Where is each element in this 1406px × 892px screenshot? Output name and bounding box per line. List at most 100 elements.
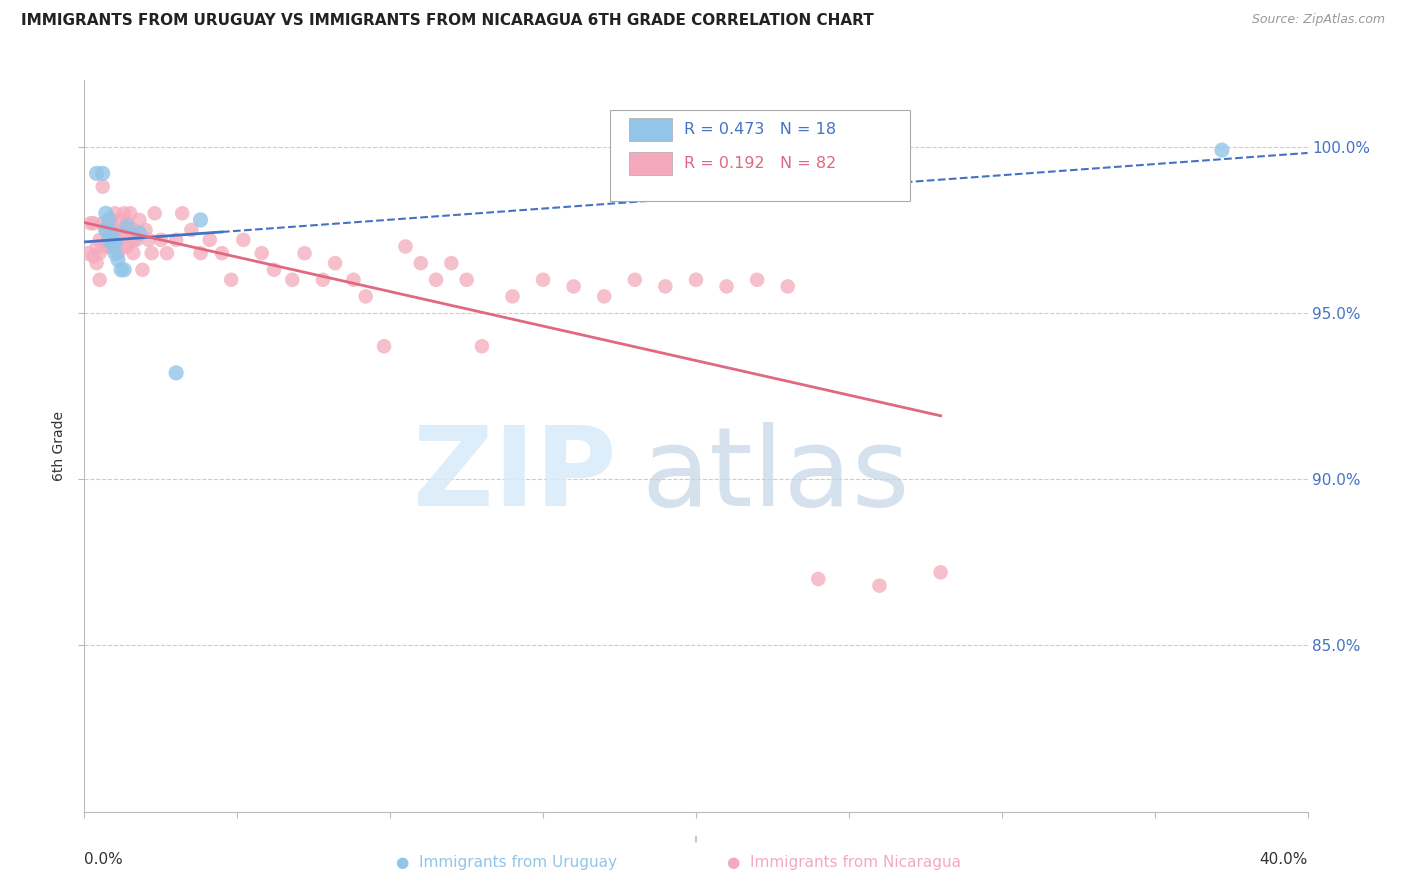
Point	[110, 262, 132, 277]
Point	[807, 572, 830, 586]
Point	[624, 273, 647, 287]
Point	[211, 246, 233, 260]
Point	[250, 246, 273, 260]
Text: R = 0.192   N = 82: R = 0.192 N = 82	[683, 156, 837, 171]
Point	[471, 339, 494, 353]
Point	[112, 262, 135, 277]
Point	[342, 273, 364, 287]
Point	[232, 233, 254, 247]
Point	[373, 339, 395, 353]
Point	[1211, 143, 1233, 157]
Point	[263, 262, 285, 277]
Point	[97, 216, 120, 230]
Point	[593, 289, 616, 303]
Point	[89, 246, 111, 260]
Point	[101, 223, 124, 237]
Point	[122, 233, 145, 247]
Point	[425, 273, 447, 287]
Point	[128, 226, 150, 240]
Text: 0.0%: 0.0%	[84, 852, 124, 867]
Point	[107, 233, 129, 247]
Point	[89, 233, 111, 247]
Text: 40.0%: 40.0%	[1260, 852, 1308, 867]
Point	[180, 223, 202, 237]
FancyBboxPatch shape	[628, 152, 672, 176]
Point	[869, 579, 891, 593]
Point	[112, 239, 135, 253]
Text: ●  Immigrants from Uruguay: ● Immigrants from Uruguay	[395, 855, 617, 870]
Point	[125, 233, 148, 247]
Point	[112, 223, 135, 237]
Point	[110, 226, 132, 240]
Point	[190, 213, 212, 227]
Point	[104, 223, 127, 237]
Point	[776, 279, 799, 293]
Point	[91, 179, 114, 194]
Point	[198, 233, 221, 247]
Point	[562, 279, 585, 293]
Point	[172, 206, 194, 220]
Point	[165, 366, 187, 380]
Point	[294, 246, 316, 260]
Point	[323, 256, 346, 270]
Point	[97, 233, 120, 247]
Point	[122, 223, 145, 237]
Point	[135, 223, 157, 237]
Point	[409, 256, 432, 270]
Point	[654, 279, 676, 293]
Point	[110, 213, 132, 227]
Point	[107, 246, 129, 260]
Point	[86, 166, 108, 180]
Point	[716, 279, 738, 293]
Point	[531, 273, 554, 287]
Point	[91, 166, 114, 180]
Point	[89, 273, 111, 287]
Point	[97, 233, 120, 247]
Point	[120, 223, 142, 237]
Point	[394, 239, 416, 253]
Point	[165, 233, 187, 247]
Point	[101, 236, 124, 251]
Point	[79, 216, 101, 230]
Point	[141, 246, 163, 260]
Point	[107, 223, 129, 237]
Point	[156, 246, 179, 260]
Point	[101, 226, 124, 240]
Point	[83, 250, 105, 264]
Point	[190, 246, 212, 260]
Point	[107, 252, 129, 267]
Point	[120, 206, 142, 220]
Text: Source: ZipAtlas.com: Source: ZipAtlas.com	[1251, 13, 1385, 27]
Point	[83, 216, 105, 230]
Point	[76, 246, 98, 260]
Point	[97, 213, 120, 227]
Point	[94, 206, 117, 220]
Point	[94, 239, 117, 253]
FancyBboxPatch shape	[610, 110, 910, 201]
Point	[502, 289, 524, 303]
Point	[104, 206, 127, 220]
Point	[312, 273, 335, 287]
Point	[104, 246, 127, 260]
Point	[747, 273, 769, 287]
Point	[86, 239, 108, 253]
FancyBboxPatch shape	[628, 118, 672, 141]
Point	[440, 256, 463, 270]
Point	[128, 213, 150, 227]
Point	[91, 216, 114, 230]
Point	[94, 223, 117, 237]
Point	[354, 289, 377, 303]
Point	[456, 273, 478, 287]
Point	[97, 239, 120, 253]
Y-axis label: 6th Grade: 6th Grade	[52, 411, 66, 481]
Point	[281, 273, 304, 287]
Point	[143, 206, 166, 220]
Point	[131, 262, 153, 277]
Point	[104, 236, 127, 251]
Point	[94, 223, 117, 237]
Point	[122, 246, 145, 260]
Point	[86, 256, 108, 270]
Point	[112, 206, 135, 220]
Point	[219, 273, 242, 287]
Point	[138, 233, 160, 247]
